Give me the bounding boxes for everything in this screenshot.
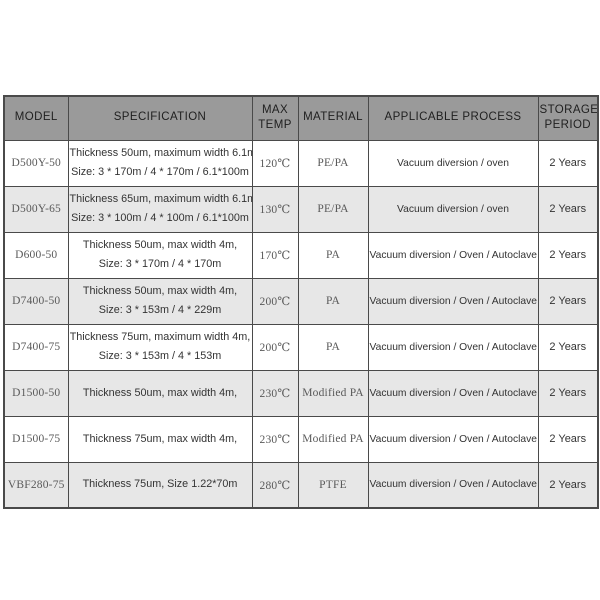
applicable-process-cell: Vacuum diversion / Oven / Autoclave [367,323,539,371]
specification-cell: Thickness 50um, max width 4m, [67,369,253,417]
storage-period-cell: 2 Years [537,323,599,371]
header-material: MATERIAL [297,95,369,141]
storage-period-cell: 2 Years [537,461,599,509]
header-row: MODEL SPECIFICATION MAX TEMP MATERIAL AP… [3,95,599,141]
table-row: D500Y-50 Thickness 50um, maximum width 6… [3,139,599,187]
spec-line-1: Thickness 50um, max width 4m, [82,239,238,251]
header-max-temp: MAX TEMP [251,95,299,141]
model-cell: D1500-75 [3,415,69,463]
storage-period-cell: 2 Years [537,277,599,325]
applicable-process-cell: Vacuum diversion / Oven / Autoclave [367,461,539,509]
table-row: D500Y-65 Thickness 65um, maximum width 6… [3,185,599,233]
header-model: MODEL [3,95,69,141]
spec-line-2: Size: 3 * 170m / 4 * 170m [98,258,222,270]
specification-cell: Thickness 75um, max width 4m, [67,415,253,463]
spec-line-1: Thickness 75um, max width 4m, [82,432,238,445]
material-cell: PTFE [297,461,369,509]
storage-period-cell: 2 Years [537,415,599,463]
table-row: VBF280-75 Thickness 75um, Size 1.22*70m … [3,461,599,509]
max-temp-cell: 280℃ [251,461,299,509]
storage-period-cell: 2 Years [537,231,599,279]
spec-line-1: Thickness 75um, Size 1.22*70m [82,478,238,491]
spec-line-2: Size: 3 * 100m / 4 * 100m / 6.1*100m [71,212,249,224]
spec-line-1: Thickness 50um, maximum width 6.1m, [69,147,252,159]
specification-cell: Thickness 75um, Size 1.22*70m [67,461,253,509]
spec-table-container: MODEL SPECIFICATION MAX TEMP MATERIAL AP… [3,95,599,509]
applicable-process-cell: Vacuum diversion / oven [367,185,539,233]
material-cell: PE/PA [297,139,369,187]
material-cell: PA [297,323,369,371]
table-row: D7400-50 Thickness 50um, max width 4m, S… [3,277,599,325]
storage-period-cell: 2 Years [537,139,599,187]
table-row: D7400-75 Thickness 75um, maximum width 4… [3,323,599,371]
spec-line-2: Size: 3 * 153m / 4 * 153m [98,350,222,362]
table-body: D500Y-50 Thickness 50um, maximum width 6… [3,139,599,509]
applicable-process-cell: Vacuum diversion / Oven / Autoclave [367,415,539,463]
max-temp-cell: 170℃ [251,231,299,279]
spec-line-1: Thickness 50um, max width 4m, [82,285,238,297]
table-row: D1500-75 Thickness 75um, max width 4m, 2… [3,415,599,463]
material-cell: PE/PA [297,185,369,233]
spec-line-1: Thickness 50um, max width 4m, [82,386,238,399]
max-temp-cell: 200℃ [251,323,299,371]
max-temp-cell: 200℃ [251,277,299,325]
spec-line-2: Size: 3 * 170m / 4 * 170m / 6.1*100m [71,166,249,178]
table-header: MODEL SPECIFICATION MAX TEMP MATERIAL AP… [3,95,599,141]
model-cell: D7400-50 [3,277,69,325]
specification-cell: Thickness 50um, max width 4m, Size: 3 * … [67,231,253,279]
header-specification: SPECIFICATION [67,95,253,141]
applicable-process-cell: Vacuum diversion / Oven / Autoclave [367,231,539,279]
spec-line-2: Size: 3 * 153m / 4 * 229m [98,304,222,316]
header-applicable-process: APPLICABLE PROCESS [367,95,539,141]
max-temp-cell: 120℃ [251,139,299,187]
applicable-process-cell: Vacuum diversion / Oven / Autoclave [367,277,539,325]
model-cell: D600-50 [3,231,69,279]
specification-cell: Thickness 50um, max width 4m, Size: 3 * … [67,277,253,325]
material-cell: Modified PA [297,369,369,417]
material-cell: PA [297,277,369,325]
model-cell: D500Y-50 [3,139,69,187]
storage-period-cell: 2 Years [537,185,599,233]
model-cell: D7400-75 [3,323,69,371]
storage-period-cell: 2 Years [537,369,599,417]
applicable-process-cell: Vacuum diversion / oven [367,139,539,187]
product-spec-table: MODEL SPECIFICATION MAX TEMP MATERIAL AP… [3,95,599,509]
header-storage-period: STORAGE PERIOD [537,95,599,141]
spec-line-1: Thickness 75um, maximum width 4m, [69,331,251,343]
specification-cell: Thickness 65um, maximum width 6.1m, Size… [67,185,253,233]
model-cell: D500Y-65 [3,185,69,233]
model-cell: D1500-50 [3,369,69,417]
specification-cell: Thickness 50um, maximum width 6.1m, Size… [67,139,253,187]
max-temp-cell: 230℃ [251,415,299,463]
specification-cell: Thickness 75um, maximum width 4m, Size: … [67,323,253,371]
table-row: D600-50 Thickness 50um, max width 4m, Si… [3,231,599,279]
max-temp-cell: 130℃ [251,185,299,233]
max-temp-cell: 230℃ [251,369,299,417]
model-cell: VBF280-75 [3,461,69,509]
spec-line-1: Thickness 65um, maximum width 6.1m, [69,193,252,205]
applicable-process-cell: Vacuum diversion / Oven / Autoclave [367,369,539,417]
material-cell: Modified PA [297,415,369,463]
material-cell: PA [297,231,369,279]
table-row: D1500-50 Thickness 50um, max width 4m, 2… [3,369,599,417]
